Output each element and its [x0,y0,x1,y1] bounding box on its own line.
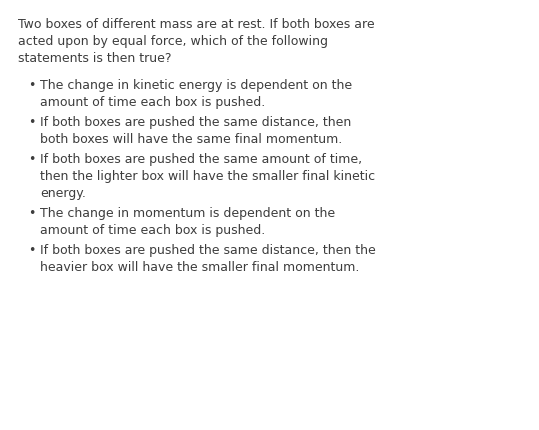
Text: Two boxes of different mass are at rest. If both boxes are: Two boxes of different mass are at rest.… [18,18,375,31]
Text: The change in kinetic energy is dependent on the: The change in kinetic energy is dependen… [40,79,352,92]
Text: •: • [28,207,36,220]
Text: both boxes will have the same final momentum.: both boxes will have the same final mome… [40,133,342,146]
Text: energy.: energy. [40,187,86,200]
Text: The change in momentum is dependent on the: The change in momentum is dependent on t… [40,207,335,220]
Text: amount of time each box is pushed.: amount of time each box is pushed. [40,224,265,237]
Text: If both boxes are pushed the same distance, then: If both boxes are pushed the same distan… [40,116,351,129]
Text: acted upon by equal force, which of the following: acted upon by equal force, which of the … [18,35,328,48]
Text: amount of time each box is pushed.: amount of time each box is pushed. [40,96,265,109]
Text: •: • [28,244,36,257]
Text: statements is then true?: statements is then true? [18,52,171,65]
Text: •: • [28,79,36,92]
Text: If both boxes are pushed the same amount of time,: If both boxes are pushed the same amount… [40,153,362,166]
Text: heavier box will have the smaller final momentum.: heavier box will have the smaller final … [40,261,360,274]
Text: If both boxes are pushed the same distance, then the: If both boxes are pushed the same distan… [40,244,376,257]
Text: •: • [28,153,36,166]
Text: •: • [28,116,36,129]
Text: then the lighter box will have the smaller final kinetic: then the lighter box will have the small… [40,170,375,183]
